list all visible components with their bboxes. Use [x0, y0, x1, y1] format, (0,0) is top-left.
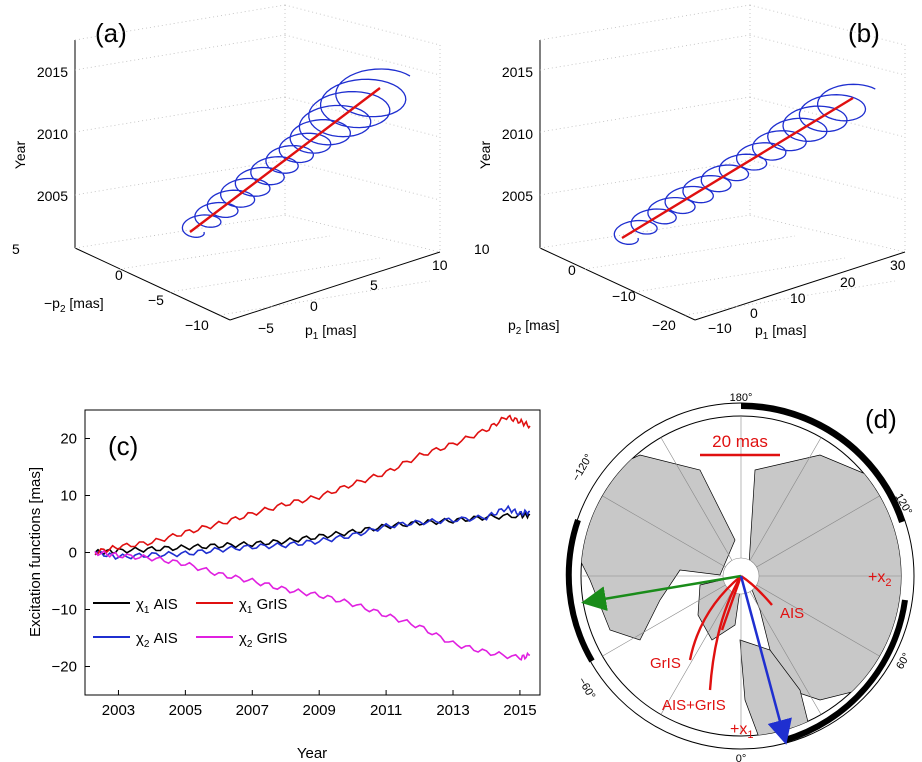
panel-d-label: (d) [865, 404, 897, 434]
panel-a-xlabel: p1 [mas] [305, 322, 356, 342]
annot-x1: +x1 [730, 721, 753, 741]
panel-a-3d-plot: (a) Year 2015 2010 2005 −5 [12, 4, 448, 342]
annot-ais-gris: AIS+GrIS [662, 697, 726, 714]
panel-a-xtick-5: 5 [370, 277, 378, 293]
panel-b-ylabel: p2 [mas] [508, 317, 559, 337]
panel-c-yticks: −20 −10 0 10 20 [52, 431, 90, 676]
arrow-green [581, 574, 742, 612]
panel-b-xtick-30: 30 [890, 257, 906, 273]
map-scale-label: 20 mas [712, 432, 768, 451]
panel-a-ytick-5: 5 [12, 241, 20, 257]
panel-a-ytick-m10: −10 [185, 317, 209, 333]
panel-a-ztick-2010: 2010 [37, 126, 68, 142]
panel-a-blue-curve [181, 68, 411, 238]
panel-a-xtick-10: 10 [432, 257, 448, 273]
map-meridians [581, 416, 901, 736]
panel-b-red-trend [621, 96, 854, 240]
series-line [94, 414, 531, 556]
annot-gris: GrIS [650, 655, 681, 672]
panel-a-ytick-m5: −5 [148, 292, 164, 308]
lon-m120: −120° [570, 452, 595, 483]
panel-a-red-trend [189, 87, 381, 233]
xtick-label: 2015 [503, 702, 536, 719]
panel-b-ytick-m20: −20 [652, 317, 676, 333]
map-tracks [688, 574, 773, 691]
panel-a-ztick-2015: 2015 [37, 64, 68, 80]
panel-b-zlabel: Year [477, 141, 493, 170]
panel-b-ztick-2005: 2005 [502, 188, 533, 204]
annot-x2: +x2 [868, 569, 891, 589]
panel-b-ytick-m10: −10 [612, 288, 636, 304]
panel-a-ytick-0: 0 [115, 267, 123, 283]
arrow-blue [739, 575, 792, 745]
panel-b-yaxis-line [539, 247, 696, 321]
lon-180: 180° [730, 392, 753, 404]
ytick-label: 20 [60, 431, 77, 448]
panel-b-blue-curve [613, 83, 876, 245]
lon-60: 60° [894, 651, 913, 671]
panel-b-grid [539, 4, 906, 316]
ytick-label: 10 [60, 488, 77, 505]
panel-b-xtick-m10: −10 [708, 320, 732, 336]
lon-0: 0° [736, 753, 747, 762]
panel-b-ytick-10: 10 [474, 241, 490, 257]
annot-ais: AIS [780, 605, 804, 622]
panel-c-line-chart: −20 −10 0 10 20 2003 2005 2007 2009 2011 2013 2015… [27, 409, 541, 762]
panel-b-3d-plot: (b) Year 2015 2010 2005 −10 0 [474, 4, 906, 342]
panel-b-xtick-0: 0 [750, 305, 758, 321]
panel-a-yaxis-line [74, 247, 231, 321]
xtick-label: 2003 [102, 702, 135, 719]
xtick-label: 2007 [236, 702, 269, 719]
xtick-label: 2013 [436, 702, 469, 719]
track-gris [688, 575, 742, 661]
panel-a-ylabel: −p2 [mas] [44, 295, 104, 315]
track-ais-gris [708, 575, 743, 691]
panel-b-ztick-2010: 2010 [502, 126, 533, 142]
panel-c-ylabel: Excitation functions [mas] [27, 467, 44, 637]
panel-c-series [94, 414, 531, 661]
panel-a-zlabel: Year [12, 141, 28, 170]
panel-b-xlabel: p1 [mas] [755, 322, 806, 342]
series-line [94, 504, 531, 561]
xtick-label: 2009 [303, 702, 336, 719]
panel-a-xtick-m5: −5 [258, 320, 274, 336]
panel-b-xtick-10: 10 [790, 290, 806, 306]
panel-a-label: (a) [95, 18, 127, 48]
track-extra [720, 575, 743, 631]
series-line [94, 549, 531, 661]
xtick-label: 2005 [169, 702, 202, 719]
panel-c-xlabel: Year [297, 745, 327, 762]
track-ais [740, 574, 773, 606]
panel-b-xtick-20: 20 [840, 274, 856, 290]
panel-a-grid [74, 4, 441, 316]
panel-b-ztick-2015: 2015 [502, 64, 533, 80]
ytick-label: −10 [52, 602, 77, 619]
panel-b-xaxis-line [694, 251, 906, 321]
xtick-label: 2011 [370, 702, 402, 719]
panel-c-label: (c) [108, 431, 138, 461]
legend-chi1-ais: χ1 AIS [136, 596, 178, 616]
panel-a-xtick-0: 0 [310, 298, 318, 314]
land-europe-africa [739, 639, 811, 736]
map-ring-segments [565, 403, 908, 743]
ytick-label: 0 [69, 545, 77, 562]
panel-d-polar-map: 20 mas AIS GrIS AIS+GrIS +x1 +x2 180° 12… [565, 392, 915, 762]
ytick-label: −20 [52, 659, 77, 676]
panel-a-xaxis-line [229, 251, 441, 321]
panel-c-xticks: 2003 2005 2007 2009 2011 2013 2015 [102, 690, 537, 719]
panel-b-ytick-0: 0 [568, 262, 576, 278]
panel-a-ztick-2005: 2005 [37, 188, 68, 204]
lon-m60: −60° [575, 676, 597, 702]
panel-b-label: (b) [848, 18, 880, 48]
